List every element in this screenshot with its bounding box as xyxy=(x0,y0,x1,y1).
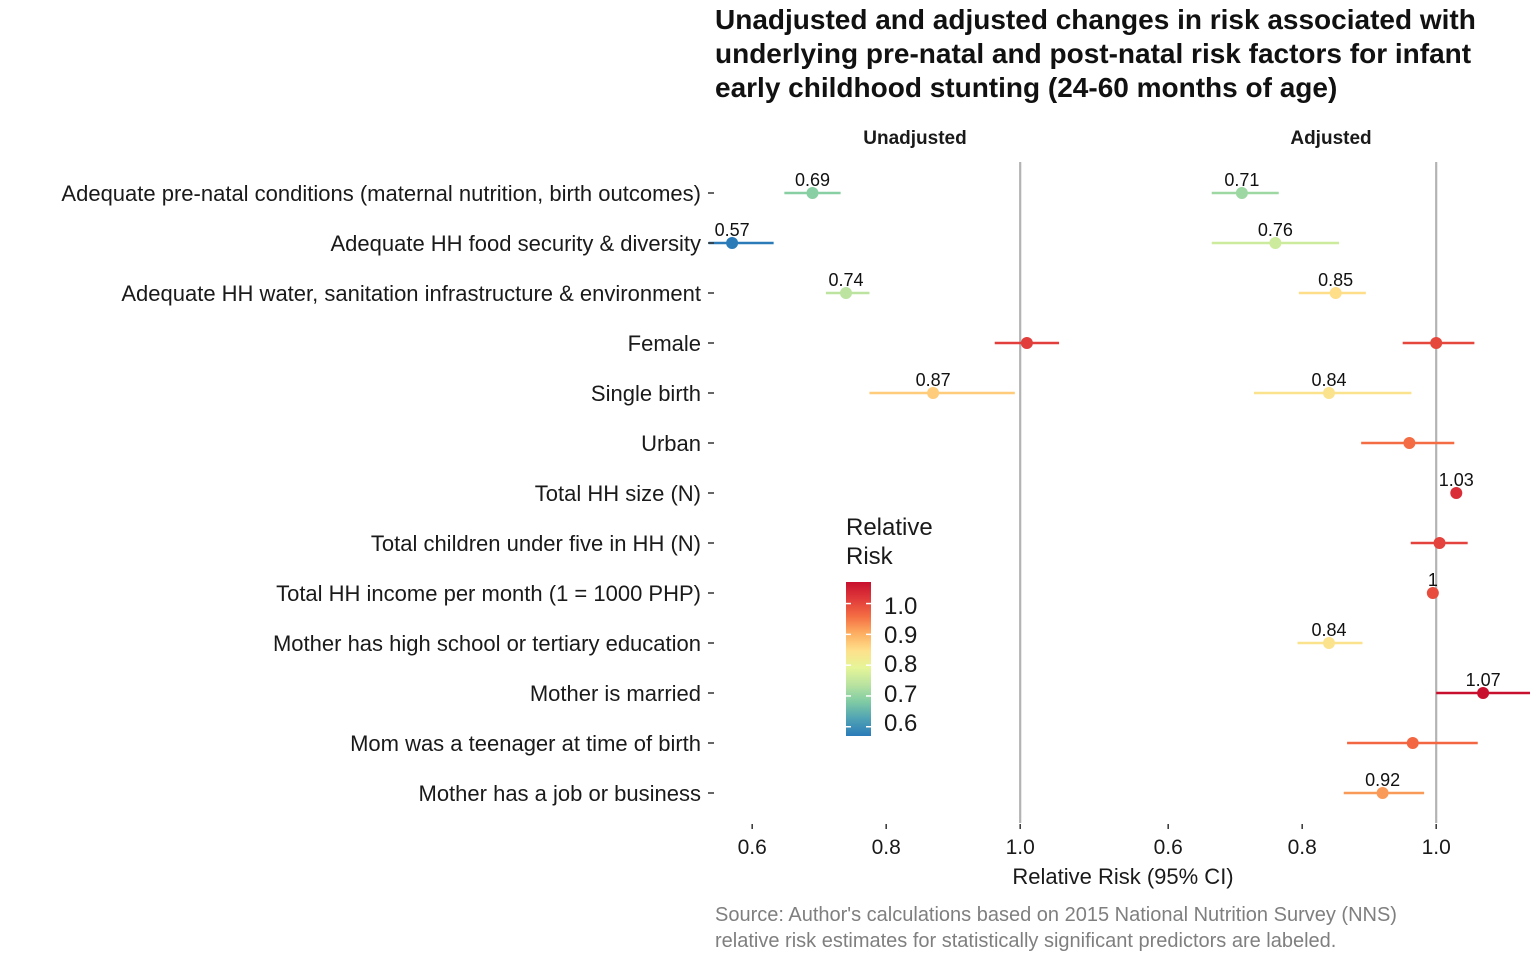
y-tick-label-3: Female xyxy=(628,331,701,356)
x-tick-label-adjusted-1: 0.8 xyxy=(1288,836,1317,859)
x-tick-label-unadjusted-1: 0.8 xyxy=(872,836,901,859)
data-label-unadjusted-2: 0.74 xyxy=(828,270,863,290)
data-label-unadjusted-4: 0.87 xyxy=(916,370,951,390)
data-label-adjusted-9: 0.84 xyxy=(1311,620,1346,640)
x-axis-title: Relative Risk (95% CI) xyxy=(1012,864,1234,889)
legend-tick-0-9: 0.9 xyxy=(884,622,918,649)
data-label-adjusted-12: 0.92 xyxy=(1365,770,1400,790)
point-adjusted-10 xyxy=(1477,687,1490,699)
point-adjusted-12 xyxy=(1376,787,1389,799)
point-adjusted-7 xyxy=(1433,537,1446,549)
data-label-adjusted-1: 0.76 xyxy=(1258,220,1293,240)
point-unadjusted-3 xyxy=(1020,337,1033,349)
y-tick-label-10: Mother is married xyxy=(530,681,701,706)
data-label-adjusted-4: 0.84 xyxy=(1311,370,1346,390)
data-label-adjusted-2: 0.85 xyxy=(1318,270,1353,290)
point-adjusted-2 xyxy=(1329,287,1342,299)
caption-line-2: relative risk estimates for statisticall… xyxy=(715,930,1337,952)
legend-title-line-2: Risk xyxy=(846,543,893,570)
y-tick-label-8: Total HH income per month (1 = 1000 PHP) xyxy=(276,581,701,606)
data-label-unadjusted-0: 0.69 xyxy=(795,170,830,190)
chart-title-line-3: early childhood stunting (24-60 months o… xyxy=(715,72,1338,103)
caption-line-1: Source: Author's calculations based on 2… xyxy=(715,904,1397,926)
data-label-adjusted-6: 1.03 xyxy=(1439,470,1474,490)
x-tick-label-unadjusted-2: 1.0 xyxy=(1006,836,1035,859)
point-unadjusted-1 xyxy=(726,237,739,249)
y-tick-label-2: Adequate HH water, sanitation infrastruc… xyxy=(121,281,701,306)
point-adjusted-11 xyxy=(1406,737,1419,749)
point-unadjusted-2 xyxy=(839,287,852,299)
x-tick-label-unadjusted-0: 0.6 xyxy=(738,836,767,859)
point-adjusted-6 xyxy=(1450,487,1463,499)
point-adjusted-0 xyxy=(1235,187,1248,199)
data-label-adjusted-8: 1 xyxy=(1428,570,1438,590)
chart-title-line-2: underlying pre-natal and post-natal risk… xyxy=(715,38,1472,69)
point-adjusted-4 xyxy=(1322,387,1335,399)
point-adjusted-9 xyxy=(1322,637,1335,649)
y-tick-label-1: Adequate HH food security & diversity xyxy=(330,231,701,256)
data-label-adjusted-0: 0.71 xyxy=(1224,170,1259,190)
y-tick-label-12: Mother has a job or business xyxy=(419,781,702,806)
data-label-adjusted-10: 1.07 xyxy=(1466,670,1501,690)
legend-title: Relative Risk xyxy=(846,513,933,571)
x-tick-label-adjusted-0: 0.6 xyxy=(1154,836,1183,859)
point-unadjusted-4 xyxy=(927,387,940,399)
point-adjusted-3 xyxy=(1430,337,1443,349)
legend-tick-0-6: 0.6 xyxy=(884,710,918,737)
y-tick-label-4: Single birth xyxy=(591,381,701,406)
y-tick-label-0: Adequate pre-natal conditions (maternal … xyxy=(61,181,701,206)
y-tick-label-7: Total children under five in HH (N) xyxy=(371,531,701,556)
point-adjusted-5 xyxy=(1403,437,1416,449)
legend-colorbar xyxy=(846,582,871,736)
x-tick-label-adjusted-2: 1.0 xyxy=(1422,836,1451,859)
legend-tick-0-8: 0.8 xyxy=(884,651,918,678)
chart-title-line-1: Unadjusted and adjusted changes in risk … xyxy=(715,4,1476,35)
data-label-unadjusted-1: 0.57 xyxy=(715,220,750,240)
point-adjusted-8 xyxy=(1426,587,1439,599)
legend-tick-1-0: 1.0 xyxy=(884,593,918,620)
legend-tick-0-7: 0.7 xyxy=(884,681,918,708)
point-unadjusted-0 xyxy=(806,187,819,199)
y-tick-label-11: Mom was a teenager at time of birth xyxy=(350,731,701,756)
y-tick-label-6: Total HH size (N) xyxy=(535,481,701,506)
facet-label-unadjusted: Unadjusted xyxy=(863,128,967,149)
facet-label-adjusted: Adjusted xyxy=(1290,128,1372,149)
y-tick-label-9: Mother has high school or tertiary educa… xyxy=(273,631,701,656)
point-adjusted-1 xyxy=(1269,237,1282,249)
y-tick-label-5: Urban xyxy=(641,431,701,456)
legend-title-line-1: Relative xyxy=(846,514,933,541)
